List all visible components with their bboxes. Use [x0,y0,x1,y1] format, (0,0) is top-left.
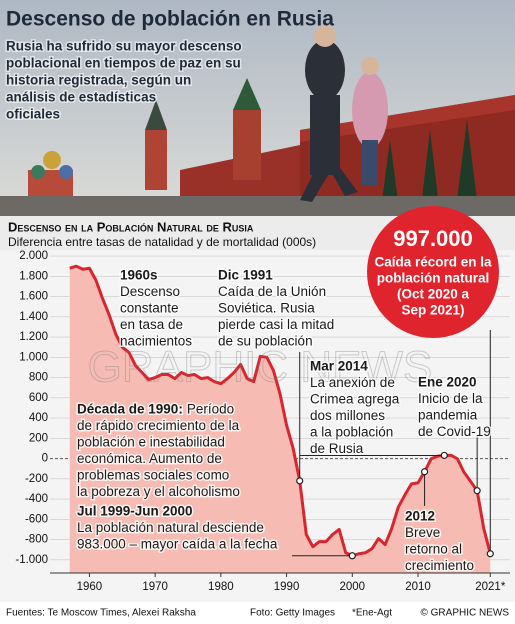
subtitle-line: análisis de estadísticas [6,90,156,105]
y-tick-label: 2.000 [19,250,48,262]
callout-line: Caída récord en la [374,255,492,270]
marker-dot [296,477,304,485]
y-tick-label: 1.600 [19,291,48,303]
x-tick-label: 2010 [405,581,431,593]
annotation-title: Jul 1999-Jun 2000 [77,504,193,519]
y-tick-label: 400 [29,412,48,424]
chart-subtitle: Diferencia entre tasas de natalidad y de… [8,235,316,249]
annotation-line: pierde casi la mitad [218,317,334,332]
annotation-line: retorno al [405,542,462,557]
photo [0,0,515,216]
annotation-line: Descenso [120,284,180,299]
x-tick-label: 2021* [475,581,506,593]
annotation-line: problemas sociales como [77,468,229,483]
subtitle-line: poblacional en tiempos de paz en su [6,56,241,71]
y-tick-label: 1.800 [19,270,48,282]
callout-line: (Oct 2020 a [397,287,470,302]
title: Descenso de población en Rusia [6,8,334,31]
annotation-line: de rápido crecimiento de la [77,418,240,433]
annotation-line: Crimea agrega [310,392,400,407]
annotation-line: pandemia [418,408,478,423]
callout-bubble [367,206,499,338]
x-tick-label: 1990 [274,581,300,593]
data-line [69,264,492,558]
subtitle-line: Rusia ha sufrido su mayor descenso [6,39,242,54]
annotation-line: la pobreza y el alcoholismo [77,484,240,499]
y-tick-label: -1.000 [15,554,48,566]
subtitle-line: historia registrada, según un [6,73,191,88]
annotation-title: 2012 [405,509,435,524]
annotation-line: Caída de la Unión [218,284,326,299]
y-tick-label: 600 [29,392,48,404]
footnote: *Ene-Agt [352,608,392,619]
y-tick-label: -200 [25,473,48,485]
annotation-title: Ene 2020 [418,375,477,390]
y-tick-label: 800 [29,372,48,384]
annotation-title: Mar 2014 [310,359,368,374]
y-tick-label: 1.400 [19,311,48,323]
annotation-line: Período [187,402,234,417]
x-tick-label: 2000 [339,581,365,593]
footer-band [0,602,515,624]
annotation-title: Dic 1991 [218,268,273,283]
annotation-line: nacimientos [120,334,192,349]
plot: 2.000 1.800 1.600 1.400 1.200 1.000 800 600 400 2… [15,206,510,593]
annotation-title: 1960s [120,268,158,283]
annotation-line: económica. Aumento de [77,451,222,466]
chart-title: Descenso en la Población Natural de Rusi… [8,219,254,234]
x-tick-label: 1980 [208,581,234,593]
annotation-line: La anexión de [310,375,395,390]
watermark: GRAPHIC NEWS [88,343,433,392]
y-tick-label: 0 [42,453,48,465]
annotation-line: Breve [405,525,440,540]
annotation-line: en tasa de [120,317,183,332]
annotation-line: crecimiento [405,558,474,573]
annotation-line: de Rusia [310,441,364,456]
marker-dot [486,550,494,558]
marker-dot [348,552,356,560]
callout-title: 997.000 [393,226,473,251]
marker-dot [420,468,429,476]
annotation-line: a la población [310,425,393,440]
subtitle: Rusia ha sufrido su mayor descenso poblac… [5,37,244,123]
annotation-line: población e inestabilidad [77,435,225,450]
x-tick-label: 1960 [77,581,103,593]
y-tick-label: 1.000 [19,351,48,363]
annotation-line: de su población [218,334,313,349]
callout-line: Sep 2021) [401,303,464,318]
y-tick-label: 1.200 [19,331,48,343]
area-fill [69,266,491,573]
x-tick-label: 1970 [142,581,168,593]
annotation-line: de Covid-19 [418,424,491,439]
marker-dot [473,487,481,495]
subtitle-line: oficiales [6,107,60,122]
credit: © GRAPHIC NEWS [421,608,510,619]
annotation-line: Soviética. Rusia [218,301,315,316]
annotation-title: Década de 1990: [77,402,183,417]
y-tick-label: -400 [25,493,48,505]
annotation-line: Inicio de la [418,391,483,406]
y-tick-label: -800 [25,534,48,546]
photo-credit: Foto: Getty Images [250,608,335,619]
annotation-line: La población natural desciende [77,520,264,535]
annotation-line: constante [120,301,179,316]
annotation-line: 983.000 – mayor caída a la fecha [77,537,278,552]
source: Fuentes: Te Moscow Times, Alexei Raksha [6,608,196,619]
marker-dot [440,451,448,460]
callout-line: población natural [377,271,490,286]
y-tick-label: -600 [25,513,48,525]
annotation-line: dos millones [310,408,385,423]
y-tick-label: 200 [29,432,48,444]
